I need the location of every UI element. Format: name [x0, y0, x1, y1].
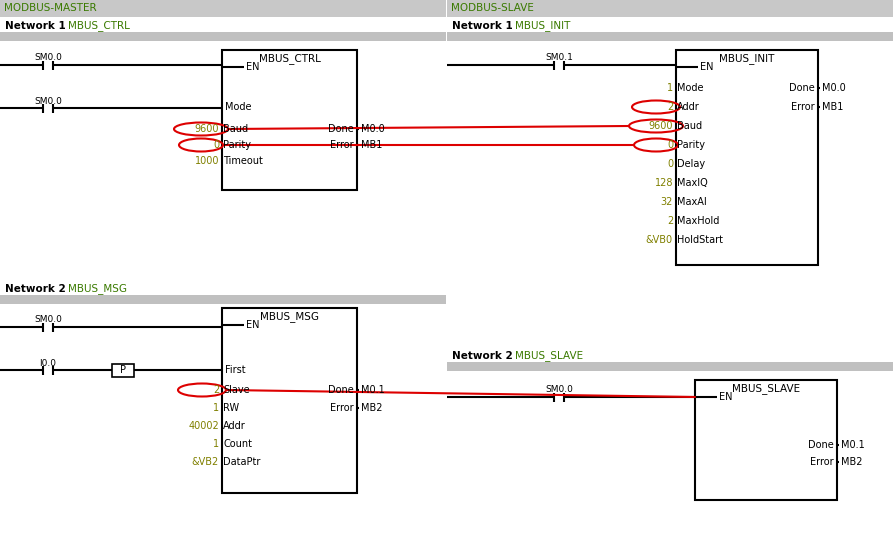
Text: P: P: [120, 365, 126, 375]
Text: First: First: [225, 365, 246, 375]
Bar: [695, 380, 837, 500]
Text: Addr: Addr: [677, 102, 700, 112]
Text: EN: EN: [719, 392, 732, 402]
Text: MBUS_INIT: MBUS_INIT: [515, 20, 571, 32]
Text: Baud: Baud: [223, 124, 248, 134]
Text: RW: RW: [223, 403, 239, 413]
Text: Count: Count: [223, 439, 252, 449]
Text: Done: Done: [808, 440, 834, 450]
Text: EN: EN: [246, 62, 260, 72]
Text: HoldStart: HoldStart: [677, 235, 723, 245]
Text: MB1: MB1: [361, 140, 382, 150]
Text: 9600: 9600: [648, 121, 673, 131]
Text: Parity: Parity: [677, 140, 705, 150]
Bar: [676, 50, 818, 265]
Text: Network 2: Network 2: [5, 284, 66, 294]
Text: 1000: 1000: [195, 156, 219, 166]
Text: Network 2: Network 2: [452, 351, 513, 361]
Text: Delay: Delay: [677, 159, 705, 169]
Text: Error: Error: [791, 102, 815, 112]
Text: Timeout: Timeout: [223, 156, 263, 166]
Text: Error: Error: [330, 403, 354, 413]
Text: Baud: Baud: [677, 121, 702, 131]
Text: Done: Done: [329, 385, 354, 395]
Text: Slave: Slave: [223, 385, 250, 395]
Text: 40002: 40002: [188, 421, 219, 431]
Text: MB2: MB2: [361, 403, 382, 413]
Text: &VB2: &VB2: [192, 457, 219, 467]
Text: DataPtr: DataPtr: [223, 457, 261, 467]
Text: MBUS_CTRL: MBUS_CTRL: [68, 20, 129, 32]
Text: MBUS_SLAVE: MBUS_SLAVE: [515, 350, 583, 362]
Text: I0.0: I0.0: [39, 358, 56, 368]
Text: EN: EN: [700, 62, 714, 72]
Text: 9600: 9600: [195, 124, 219, 134]
Text: MBUS_CTRL: MBUS_CTRL: [259, 54, 321, 64]
Bar: [0, 32, 446, 41]
Text: MB2: MB2: [841, 457, 863, 467]
Text: 0: 0: [213, 140, 219, 150]
Text: 1: 1: [667, 83, 673, 93]
Text: Network 1: Network 1: [452, 21, 513, 31]
Text: 2: 2: [667, 216, 673, 226]
Bar: [0, 0, 446, 17]
Text: M0.1: M0.1: [361, 385, 385, 395]
Text: Error: Error: [810, 457, 834, 467]
Text: Addr: Addr: [223, 421, 246, 431]
Text: MaxAI: MaxAI: [677, 197, 706, 207]
Text: &VB0: &VB0: [646, 235, 673, 245]
Text: MBUS_INIT: MBUS_INIT: [720, 54, 775, 64]
Bar: [112, 364, 134, 377]
Text: SM0.0: SM0.0: [34, 316, 62, 325]
Text: M0.0: M0.0: [361, 124, 385, 134]
Text: Parity: Parity: [223, 140, 251, 150]
Bar: [447, 0, 893, 17]
Text: M0.0: M0.0: [822, 83, 846, 93]
Text: SM0.1: SM0.1: [545, 52, 573, 62]
Bar: [447, 362, 893, 371]
Text: 0: 0: [667, 140, 673, 150]
Text: SM0.0: SM0.0: [34, 52, 62, 62]
Text: 2: 2: [667, 102, 673, 112]
Bar: [222, 50, 357, 190]
Text: MaxIQ: MaxIQ: [677, 178, 708, 188]
Text: MODBUS-SLAVE: MODBUS-SLAVE: [451, 3, 534, 13]
Text: SM0.0: SM0.0: [545, 386, 573, 394]
Text: 1: 1: [213, 403, 219, 413]
Text: M0.1: M0.1: [841, 440, 864, 450]
Bar: [0, 295, 446, 304]
Text: MBUS_MSG: MBUS_MSG: [260, 311, 319, 323]
Text: Error: Error: [330, 140, 354, 150]
Text: MBUS_SLAVE: MBUS_SLAVE: [732, 384, 800, 394]
Bar: [447, 32, 893, 41]
Text: MaxHold: MaxHold: [677, 216, 720, 226]
Text: Network 1: Network 1: [5, 21, 66, 31]
Text: 32: 32: [661, 197, 673, 207]
Text: 1: 1: [213, 439, 219, 449]
Text: 128: 128: [655, 178, 673, 188]
Text: 2: 2: [213, 385, 219, 395]
Text: Done: Done: [789, 83, 815, 93]
Text: MODBUS-MASTER: MODBUS-MASTER: [4, 3, 96, 13]
Text: MB1: MB1: [822, 102, 843, 112]
Text: 0: 0: [667, 159, 673, 169]
Bar: [222, 308, 357, 493]
Text: Mode: Mode: [677, 83, 704, 93]
Text: MBUS_MSG: MBUS_MSG: [68, 284, 127, 294]
Text: SM0.0: SM0.0: [34, 96, 62, 105]
Text: Mode: Mode: [225, 102, 252, 112]
Text: EN: EN: [246, 320, 260, 330]
Text: Done: Done: [329, 124, 354, 134]
